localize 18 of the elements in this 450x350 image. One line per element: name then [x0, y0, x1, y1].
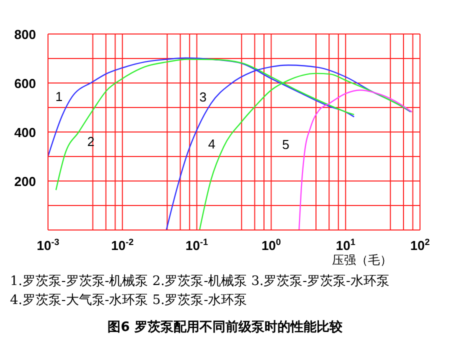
series-label: 1 [55, 88, 63, 104]
series-label: 3 [199, 90, 207, 105]
y-tick-label: 600 [14, 76, 36, 91]
y-tick-label: 200 [14, 174, 36, 189]
series-label: 5 [282, 136, 290, 152]
x-axis-title: 压强（毛） [332, 252, 392, 269]
x-tick-label: 10$^{0}$ [261, 237, 281, 253]
series-label: 4 [208, 136, 216, 152]
x-tick-label: 10$^{-2}$ [111, 237, 134, 253]
x-tick-label: 10$^{-1}$ [186, 237, 208, 253]
y-tick-label: 800 [14, 27, 36, 42]
text: 4.罗茨泵-大气泵-水环泵 5.罗茨泵-水环泵 [10, 292, 248, 309]
x-tick-label: 10$^{1}$ [336, 237, 356, 253]
x-tick-label: 10$^{-3}$ [36, 237, 60, 253]
text: 1.罗茨泵-罗茨泵-机械泵 2.罗茨泵-机械泵 3.罗茨泵-罗茨泵-水环泵 [10, 273, 390, 290]
text: 图6 罗茨泵配用不同前级泵时的性能比较 [106, 319, 344, 336]
x-tick-label: 10$^{2}$ [410, 237, 430, 253]
y-tick-label: 400 [14, 125, 36, 140]
